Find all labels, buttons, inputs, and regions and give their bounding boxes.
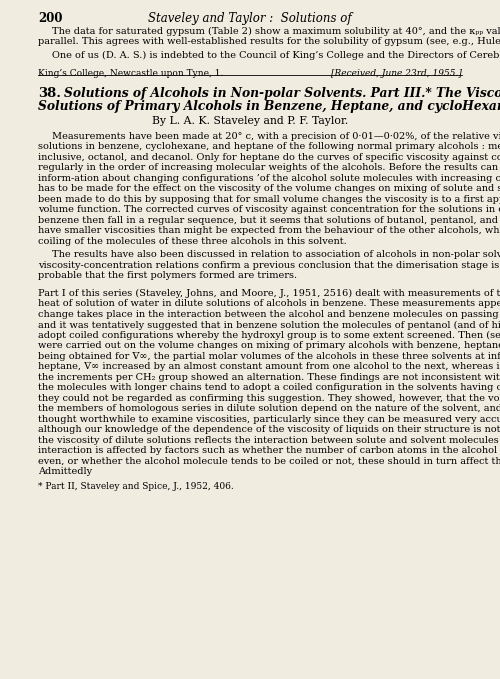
Text: volume function. The corrected curves of viscosity against concentration for the: volume function. The corrected curves of… xyxy=(38,206,500,215)
Text: King’s College, Newcastle upon Tyne, 1.: King’s College, Newcastle upon Tyne, 1. xyxy=(38,69,224,78)
Text: they could not be regarded as confirming this suggestion. They showed, however, : they could not be regarded as confirming… xyxy=(38,394,500,403)
Text: Measurements have been made at 20° c, with a precision of 0·01—0·02%, of the rel: Measurements have been made at 20° c, wi… xyxy=(52,132,500,141)
Text: change takes place in the interaction between the alcohol and benzene molecules : change takes place in the interaction be… xyxy=(38,310,500,319)
Text: being obtained for V̅∞, the partial molar volumes of the alcohols in these three: being obtained for V̅∞, the partial mola… xyxy=(38,352,500,361)
Text: One of us (D. A. S.) is indebted to the Council of King’s College and the Direct: One of us (D. A. S.) is indebted to the … xyxy=(52,50,500,60)
Text: The data for saturated gypsum (Table 2) show a maximum solubility at 40°, and th: The data for saturated gypsum (Table 2) … xyxy=(52,26,500,35)
Text: solutions in benzene, cyclohexane, and heptane of the following normal primary a: solutions in benzene, cyclohexane, and h… xyxy=(38,143,500,151)
Text: Part I of this series (Staveley, Johns, and Moore, J., 1951, 2516) dealt with me: Part I of this series (Staveley, Johns, … xyxy=(38,289,500,298)
Text: Admittedly: Admittedly xyxy=(38,467,92,477)
Text: inclusive, octanol, and decanol. Only for heptane do the curves of specific visc: inclusive, octanol, and decanol. Only fo… xyxy=(38,153,500,162)
Text: [Received, June 23rd, 1955.]: [Received, June 23rd, 1955.] xyxy=(331,69,462,78)
Text: benzene then fall in a regular sequence, but it seems that solutions of butanol,: benzene then fall in a regular sequence,… xyxy=(38,216,500,225)
Text: thought worthwhile to examine viscosities, particularly since they can be measur: thought worthwhile to examine viscositie… xyxy=(38,415,500,424)
Text: the increments per CH₂ group showed an alternation. These findings are not incon: the increments per CH₂ group showed an a… xyxy=(38,373,500,382)
Text: Solutions of Primary Alcohols in Benzene, Heptane, and cycloHexane.: Solutions of Primary Alcohols in Benzene… xyxy=(38,100,500,113)
Text: * Part II, Staveley and Spice, J., 1952, 406.: * Part II, Staveley and Spice, J., 1952,… xyxy=(38,482,234,491)
Text: interaction is affected by factors such as whether the number of carbon atoms in: interaction is affected by factors such … xyxy=(38,447,500,456)
Text: inform-ation about changing configurations ’of the alcohol solute molecules with: inform-ation about changing configuratio… xyxy=(38,174,500,183)
Text: Solutions of Alcohols in Non-polar Solvents. Part III.* The Viscosities of Dilut: Solutions of Alcohols in Non-polar Solve… xyxy=(64,88,500,100)
Text: the viscosity of dilute solutions reflects the interaction between solute and so: the viscosity of dilute solutions reflec… xyxy=(38,436,500,445)
Text: have smaller viscosities than might be expected from the behaviour of the other : have smaller viscosities than might be e… xyxy=(38,227,500,236)
Text: were carried out on the volume changes on mixing of primary alcohols with benzen: were carried out on the volume changes o… xyxy=(38,342,500,350)
Text: been made to do this by supposing that for small volume changes the viscosity is: been made to do this by supposing that f… xyxy=(38,195,500,204)
Text: the members of homologous series in dilute solution depend on the nature of the : the members of homologous series in dilu… xyxy=(38,405,500,414)
Text: parallel. This agrees with well-established results for the solubility of gypsum: parallel. This agrees with well-establis… xyxy=(38,37,500,46)
Text: heptane, V̅∞ increased by an almost constant amount from one alcohol to the next: heptane, V̅∞ increased by an almost cons… xyxy=(38,363,500,371)
Text: Staveley and Taylor :  Solutions of: Staveley and Taylor : Solutions of xyxy=(148,12,352,25)
Text: coiling of the molecules of these three alcohols in this solvent.: coiling of the molecules of these three … xyxy=(38,237,347,246)
Text: 200: 200 xyxy=(38,12,62,25)
Text: the molecules with longer chains tend to adopt a coiled configuration in the sol: the molecules with longer chains tend to… xyxy=(38,384,500,392)
Text: even, or whether the alcohol molecule tends to be coiled or not, these should in: even, or whether the alcohol molecule te… xyxy=(38,457,500,466)
Text: The results have also been discussed in relation to association of alcohols in n: The results have also been discussed in … xyxy=(52,251,500,259)
Text: viscosity-concentration relations confirm a previous conclusion that the dimeris: viscosity-concentration relations confir… xyxy=(38,261,500,270)
Text: adopt coiled configurations whereby the hydroxyl group is to some extent screene: adopt coiled configurations whereby the … xyxy=(38,331,500,340)
Text: although our knowledge of the dependence of the viscosity of liquids on their st: although our knowledge of the dependence… xyxy=(38,426,500,435)
Text: heat of solution of water in dilute solutions of alcohols in benzene. These meas: heat of solution of water in dilute solu… xyxy=(38,299,500,308)
Text: 38.: 38. xyxy=(38,88,61,100)
Text: probable that the first polymers formed are trimers.: probable that the first polymers formed … xyxy=(38,272,297,280)
Text: has to be made for the effect on the viscosity of the volume changes on mixing o: has to be made for the effect on the vis… xyxy=(38,185,500,194)
Text: By L. A. K. Staveley and P. F. Taylor.: By L. A. K. Staveley and P. F. Taylor. xyxy=(152,117,348,126)
Text: and it was tentatively suggested that in benzene solution the molecules of penta: and it was tentatively suggested that in… xyxy=(38,320,500,329)
Text: regularly in the order of increasing molecular weights of the alcohols. Before t: regularly in the order of increasing mol… xyxy=(38,164,500,172)
